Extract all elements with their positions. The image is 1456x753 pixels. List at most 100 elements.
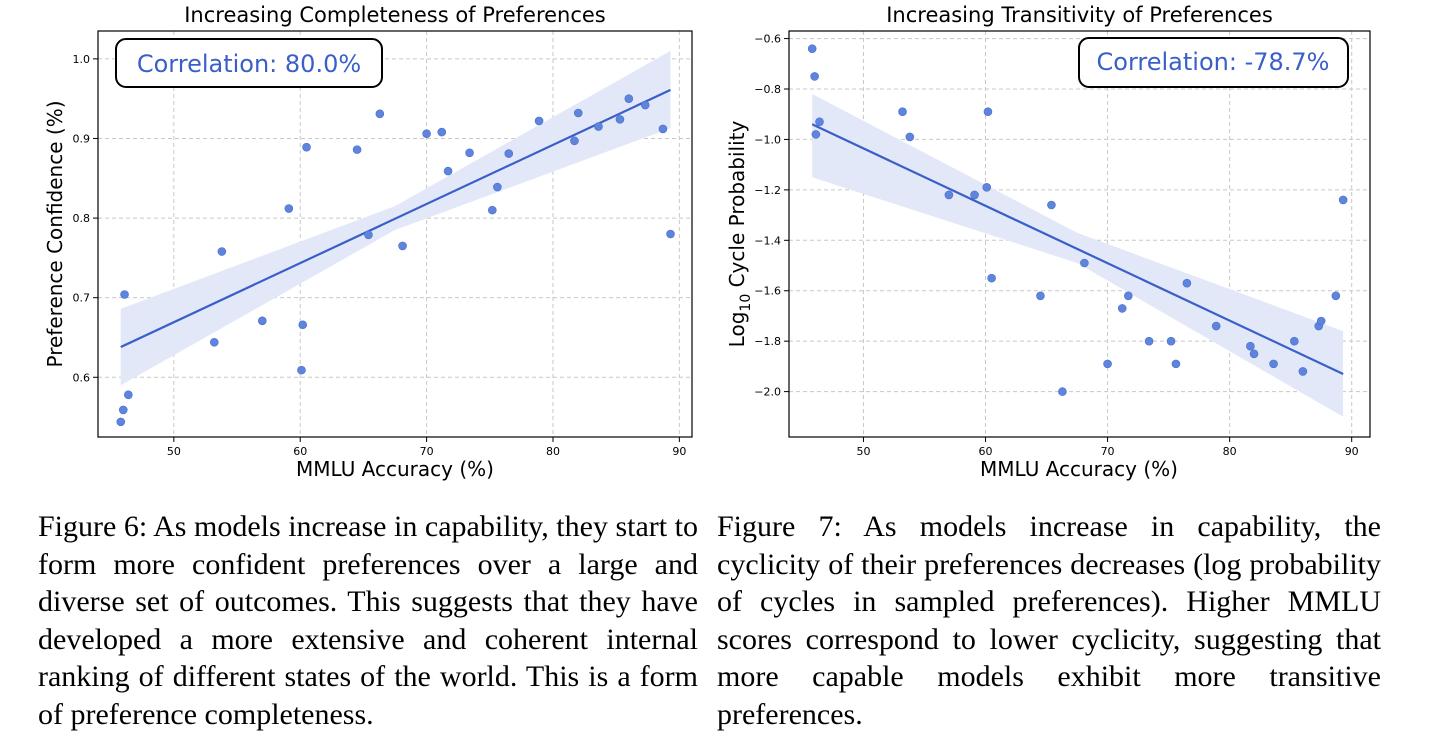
y-tick-label: −1.0: [754, 133, 781, 146]
y-tick-label: 0.6: [73, 371, 91, 384]
data-point: [1249, 349, 1259, 359]
data-point: [1117, 304, 1127, 313]
data-point: [398, 241, 407, 251]
data-point: [493, 182, 502, 192]
data-point: [297, 365, 306, 375]
x-tick-label: 60: [979, 445, 993, 458]
y-tick-label: −1.4: [754, 234, 781, 247]
data-point: [615, 115, 625, 124]
figure-7-caption: Figure 7: As models increase in capabili…: [717, 510, 1381, 731]
x-tick-label: 90: [672, 445, 686, 458]
data-point: [1047, 200, 1056, 210]
data-point: [573, 108, 583, 118]
data-point: [364, 230, 373, 240]
data-point: [807, 44, 817, 53]
y-axis-label-subscript: 10: [738, 294, 754, 312]
data-point: [488, 205, 497, 215]
y-tick-label: 0.7: [73, 292, 91, 305]
plot-frame: [97, 30, 693, 438]
x-tick-label: 60: [293, 445, 307, 458]
data-point: [124, 390, 133, 400]
data-point: [594, 122, 603, 131]
y-tick-label: −1.2: [754, 184, 781, 197]
data-point: [217, 247, 227, 256]
data-point: [302, 142, 311, 152]
data-point: [1298, 367, 1308, 376]
data-point: [982, 183, 992, 192]
data-point: [1338, 195, 1348, 205]
data-point: [443, 166, 453, 176]
data-point: [810, 72, 819, 81]
data-point: [1269, 359, 1278, 369]
data-point: [422, 129, 431, 138]
data-point: [118, 405, 128, 415]
x-tick-label: 90: [1345, 445, 1359, 458]
y-tick-label: 1.0: [73, 53, 91, 66]
data-point: [640, 100, 650, 110]
data-point: [815, 117, 824, 127]
data-point: [1211, 321, 1221, 331]
y-tick-label: −2.0: [754, 386, 781, 399]
y-axis-label: Log10 Cycle Probability: [725, 121, 754, 348]
data-point: [504, 149, 514, 158]
data-point: [624, 94, 634, 103]
data-point: [375, 109, 385, 119]
y-tick-label: 0.9: [73, 132, 91, 145]
data-point: [1331, 291, 1341, 301]
data-point: [1290, 336, 1299, 346]
confidence-band: [812, 94, 1344, 417]
data-point: [534, 116, 544, 126]
y-tick-label: −0.8: [754, 83, 781, 96]
data-point: [352, 145, 362, 154]
correlation-box: [115, 38, 383, 88]
data-point: [1182, 278, 1192, 288]
data-point: [1144, 336, 1154, 346]
y-tick-label: 0.8: [73, 212, 91, 225]
data-point: [1058, 387, 1067, 396]
data-point: [1316, 316, 1326, 326]
data-point: [1171, 359, 1181, 369]
x-tick-label: 80: [1223, 445, 1237, 458]
data-point: [987, 273, 996, 283]
data-point: [1080, 258, 1089, 268]
data-point: [666, 229, 675, 239]
data-point: [465, 148, 474, 158]
data-point: [898, 107, 907, 116]
data-point: [983, 107, 993, 116]
data-point: [1246, 341, 1255, 351]
correlation-label: Correlation: 80.0%: [137, 50, 361, 78]
data-point: [257, 316, 267, 326]
completeness-chart: Increasing Completeness of Preferences 50…: [43, 3, 693, 481]
correlation-label: Correlation: -78.7%: [1097, 48, 1330, 76]
y-tick-label: −1.8: [754, 335, 781, 348]
data-point: [116, 417, 126, 427]
data-point: [570, 136, 579, 146]
data-point: [1036, 291, 1045, 301]
data-point: [944, 190, 954, 200]
x-tick-label: 80: [546, 445, 560, 458]
x-tick-label: 70: [1101, 445, 1115, 458]
x-tick-label: 70: [420, 445, 434, 458]
y-axis-label-main: Log: [725, 312, 749, 348]
data-point: [1103, 359, 1112, 369]
figure-6-caption: Figure 6: As models increase in capabili…: [38, 510, 698, 731]
data-point: [1166, 336, 1176, 346]
data-point: [970, 190, 979, 200]
regression-line: [811, 123, 1344, 375]
chart-title: Increasing Transitivity of Preferences: [886, 3, 1273, 27]
chart-title: Increasing Completeness of Preferences: [184, 3, 606, 27]
data-point: [658, 124, 668, 134]
transitivity-chart: Increasing Transitivity of Preferences 50…: [725, 3, 1371, 481]
x-axis-label: MMLU Accuracy (%): [296, 457, 494, 481]
data-point: [120, 290, 129, 299]
y-tick-label: −0.6: [754, 33, 781, 46]
regression-line: [120, 88, 671, 349]
x-tick-label: 50: [856, 445, 870, 458]
data-point: [905, 132, 915, 142]
data-point: [209, 337, 219, 347]
data-point: [298, 320, 308, 330]
y-axis-label-rest: Cycle Probability: [725, 121, 749, 294]
data-point: [1124, 291, 1133, 301]
data-point: [284, 204, 294, 213]
data-point: [437, 127, 447, 137]
